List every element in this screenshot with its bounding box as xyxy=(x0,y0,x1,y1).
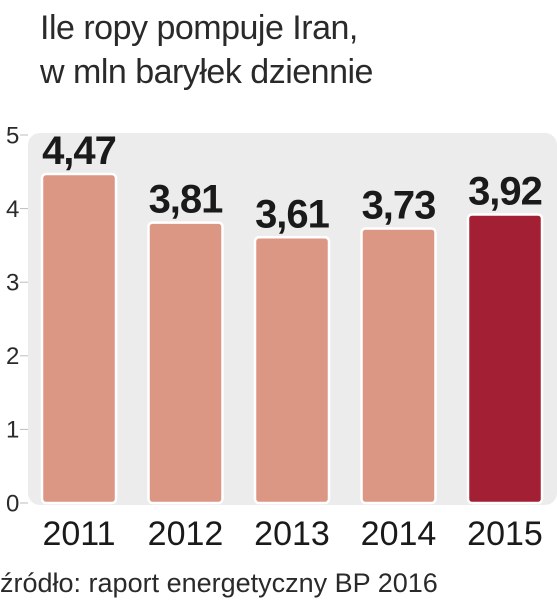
bar-2013 xyxy=(253,236,331,505)
x-axis-ticks: 2011 2012 2013 2014 2015 xyxy=(42,515,542,553)
x-tick-label-2011: 2011 xyxy=(42,515,115,553)
x-tick-label-2014: 2014 xyxy=(361,515,437,553)
y-tick-label: 2 xyxy=(6,343,19,370)
y-axis-ticks: 0 1 2 3 4 5 xyxy=(6,122,28,517)
value-label-2013: 3,61 xyxy=(255,192,330,236)
value-label-2015: 3,92 xyxy=(468,169,542,213)
value-label-2011: 4,47 xyxy=(42,129,116,173)
value-label-2012: 3,81 xyxy=(149,178,224,222)
bars xyxy=(40,172,544,505)
value-labels: 4,47 3,81 3,61 3,73 3,92 xyxy=(42,129,543,236)
x-tick-label-2013: 2013 xyxy=(254,515,330,553)
source-note: źródło: raport energetyczny BP 2016 xyxy=(0,568,438,598)
bar-chart: 0 1 2 3 4 5 4,47 3,81 3,61 3,73 3,92 2011 2012 2013… xyxy=(6,122,557,553)
x-tick-label-2012: 2012 xyxy=(148,515,224,553)
bar-2012 xyxy=(147,221,224,505)
y-tick-label: 0 xyxy=(6,490,19,517)
bar-2014 xyxy=(360,227,437,505)
x-tick-label-2015: 2015 xyxy=(467,515,543,553)
y-tick-label: 5 xyxy=(6,122,19,149)
chart-title: Ile ropy pompuje Iran, w mln baryłek dzi… xyxy=(40,6,373,94)
bar-2011 xyxy=(40,172,118,505)
chart-title-line-1: Ile ropy pompuje Iran, xyxy=(40,9,358,47)
bar-2015 xyxy=(466,213,544,505)
value-label-2014: 3,73 xyxy=(362,183,436,227)
chart-title-line-2: w mln baryłek dziennie xyxy=(40,53,373,91)
y-tick-label: 3 xyxy=(6,270,19,297)
y-tick-label: 1 xyxy=(6,417,19,444)
y-tick-label: 4 xyxy=(6,196,19,223)
